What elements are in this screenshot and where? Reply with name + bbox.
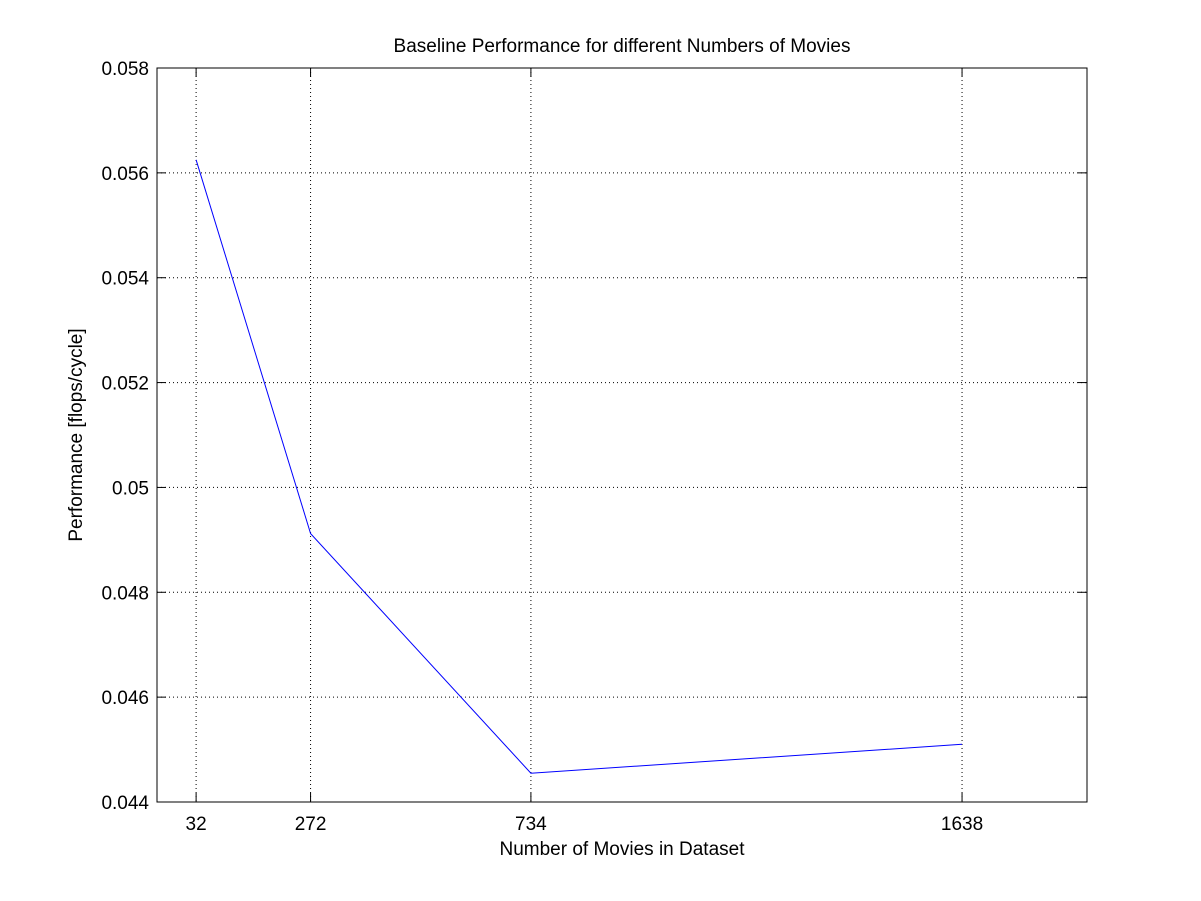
y-tick-label: 0.058: [101, 59, 149, 80]
plot-area-frame: [156, 67, 1088, 803]
y-tick-label: 0.056: [101, 164, 149, 185]
x-tick-label: 1638: [941, 814, 983, 835]
y-tick-label: 0.044: [101, 793, 149, 814]
x-tick-label: 32: [186, 814, 207, 835]
y-axis-ticks: 0.044 0.046 0.048 0.05 0.052 0.054 0.056 0.058: [101, 59, 1087, 814]
y-tick-label: 0.046: [101, 688, 149, 709]
x-axis-title: Number of Movies in Dataset: [500, 839, 746, 860]
y-tick-label: 0.052: [101, 374, 149, 395]
series-layer: [195, 159, 963, 774]
y-tick-label: 0.05: [112, 478, 149, 499]
x-axis-ticks: 32 272 734 1638: [186, 68, 983, 835]
chart-title: Baseline Performance for different Numbe…: [394, 36, 851, 57]
series-line: [195, 159, 963, 774]
x-tick-label: 272: [295, 814, 327, 835]
x-tick-label: 734: [515, 814, 547, 835]
y-tick-label: 0.048: [101, 583, 149, 604]
y-tick-label: 0.054: [101, 269, 149, 290]
y-axis-title: Performance [flops/cycle]: [66, 328, 87, 541]
